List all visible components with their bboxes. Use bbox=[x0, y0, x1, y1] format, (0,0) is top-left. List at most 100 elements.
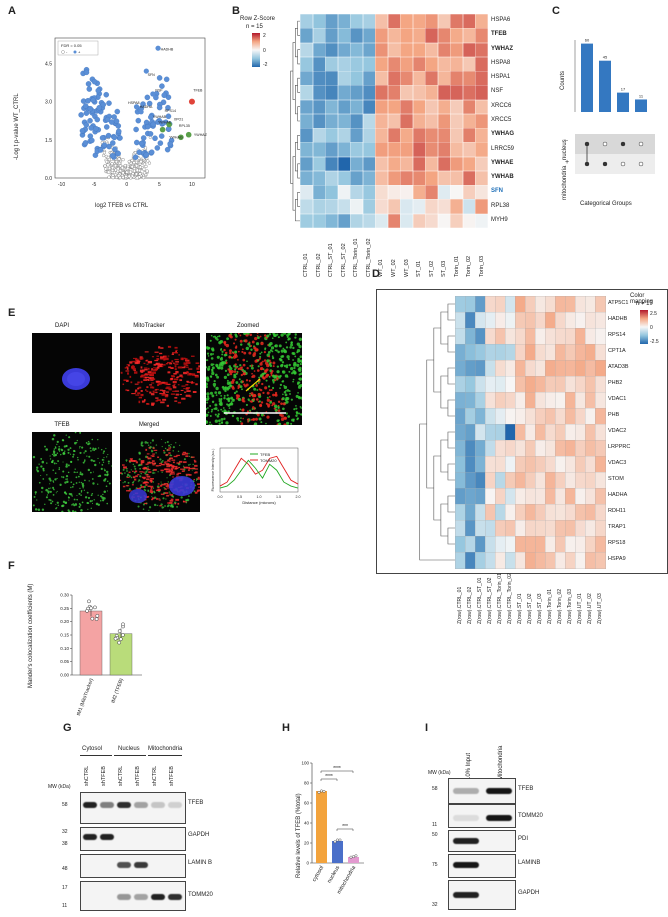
blot-g-mw-marker: 48 bbox=[62, 866, 68, 872]
zoomed-speck bbox=[268, 343, 271, 346]
mito-speck bbox=[165, 394, 169, 397]
merged-green-speck bbox=[146, 485, 148, 487]
heatmap-b-cell bbox=[375, 56, 389, 72]
merged-red-speck bbox=[197, 489, 200, 492]
mito-speck bbox=[174, 363, 179, 365]
mito-speck bbox=[132, 357, 138, 359]
merged-green-speck bbox=[151, 496, 153, 498]
volcano-point-sig bbox=[99, 135, 106, 141]
heatmap-d-cell bbox=[465, 392, 476, 409]
heatmap-b-gene-label: YWHAG bbox=[491, 131, 514, 138]
volcano-point-sig bbox=[115, 150, 121, 157]
zoomed-speck bbox=[290, 422, 293, 425]
zoomed-speck bbox=[241, 408, 245, 412]
heatmap-d-cell bbox=[565, 376, 576, 393]
heatmap-b-cell bbox=[362, 142, 376, 158]
profile-legend-tomm20: TOMM20 bbox=[260, 458, 277, 463]
mito-speck bbox=[173, 372, 177, 375]
tfeb-speck bbox=[92, 482, 95, 485]
zoomed-speck bbox=[241, 380, 245, 383]
tfeb-speck bbox=[82, 487, 84, 489]
tfeb-speck bbox=[62, 451, 66, 455]
tfeb-speck bbox=[32, 455, 36, 459]
merged-red-speck bbox=[188, 467, 193, 470]
heatmap-d-cell bbox=[545, 504, 556, 521]
zoomed-speck bbox=[297, 391, 299, 394]
merged-red-speck bbox=[141, 461, 145, 464]
mito-speck bbox=[149, 391, 152, 394]
zoomed-speck bbox=[287, 358, 290, 361]
zoomed-speck bbox=[232, 355, 237, 359]
micro-title-zoomed: Zoomed bbox=[236, 323, 259, 329]
mito-speck bbox=[147, 379, 150, 382]
zoomed-speck bbox=[262, 360, 264, 363]
merged-red-speck bbox=[178, 466, 180, 469]
blot-i-protein-label: GAPDH bbox=[518, 890, 540, 896]
zoomed-speck bbox=[277, 350, 280, 354]
merged-red-speck bbox=[140, 486, 145, 488]
mito-speck bbox=[175, 349, 178, 351]
merged-green-speck bbox=[169, 509, 171, 511]
heatmap-b-column-labels: CTRL_01 CTRL_02 CTRL_ST_01 CTRL_ST_02 CTRL_T… bbox=[300, 232, 488, 292]
merged-green-speck bbox=[167, 481, 169, 483]
zoomed-speck bbox=[277, 409, 281, 412]
heatmap-b-cell bbox=[475, 128, 489, 143]
heatmap-b-cell bbox=[312, 170, 326, 186]
merged-red-speck bbox=[135, 461, 138, 464]
tfeb-speck bbox=[107, 480, 109, 483]
zoomed-speck bbox=[289, 346, 292, 349]
merged-green-speck bbox=[140, 484, 143, 487]
zoomed-speck bbox=[220, 418, 224, 421]
heatmap-b-cell bbox=[375, 156, 389, 172]
zoomed-speck bbox=[248, 379, 251, 382]
mito-speck bbox=[154, 389, 157, 391]
merged-green-speck bbox=[122, 482, 124, 484]
zoomed-speck bbox=[265, 368, 269, 372]
zoomed-speck bbox=[262, 391, 265, 394]
mito-speck bbox=[161, 393, 166, 396]
mito-speck bbox=[171, 360, 174, 363]
heatmap-d-cell bbox=[525, 472, 536, 489]
heatmap-b-cell bbox=[337, 71, 351, 86]
heatmap-b-cell bbox=[437, 56, 451, 72]
zoomed-speck bbox=[259, 362, 263, 366]
heatmap-b-cell bbox=[462, 14, 476, 29]
tfeb-speck bbox=[54, 478, 57, 481]
heatmap-b-cell bbox=[412, 56, 426, 72]
zoomed-speck bbox=[231, 386, 235, 390]
volcano-point-sig bbox=[152, 135, 158, 141]
blot-i-band bbox=[486, 788, 512, 794]
heatmap-d-cell bbox=[485, 296, 496, 313]
heatmap-d-cell bbox=[585, 504, 596, 521]
zoomed-speck bbox=[227, 397, 231, 400]
mito-speck bbox=[173, 351, 178, 354]
heatmap-d-cell bbox=[545, 296, 556, 313]
tfeb-fraction-point bbox=[317, 791, 321, 794]
zoomed-speck bbox=[234, 350, 238, 354]
merged-red-speck bbox=[150, 455, 155, 457]
merged-green-speck bbox=[164, 442, 167, 444]
volcano-point-sig bbox=[89, 137, 95, 144]
zoomed-speck bbox=[285, 389, 287, 392]
heatmap-d-cell bbox=[495, 440, 506, 457]
heatmap-d-cell bbox=[595, 488, 606, 505]
merged-red-speck bbox=[182, 501, 187, 503]
tfeb-speck bbox=[101, 496, 104, 500]
heatmap-d-cell bbox=[465, 360, 476, 377]
manders-point bbox=[93, 605, 97, 610]
heatmap-d-cell bbox=[575, 536, 586, 553]
heatmap-b-cell bbox=[337, 142, 351, 158]
merged-green-speck bbox=[176, 505, 179, 508]
mito-speck bbox=[151, 371, 156, 374]
tfeb-speck bbox=[54, 447, 57, 449]
heatmap-b-cell bbox=[312, 99, 326, 115]
mito-speck bbox=[155, 362, 160, 365]
blot-i-protein-label: PDI bbox=[518, 836, 529, 842]
merged-red-speck bbox=[158, 499, 161, 501]
heatmap-b-cell bbox=[375, 170, 389, 186]
micrograph-dapi bbox=[32, 333, 112, 413]
zoomed-speck bbox=[252, 418, 255, 421]
zoomed-speck bbox=[300, 413, 302, 416]
merged-green-speck bbox=[153, 503, 157, 507]
